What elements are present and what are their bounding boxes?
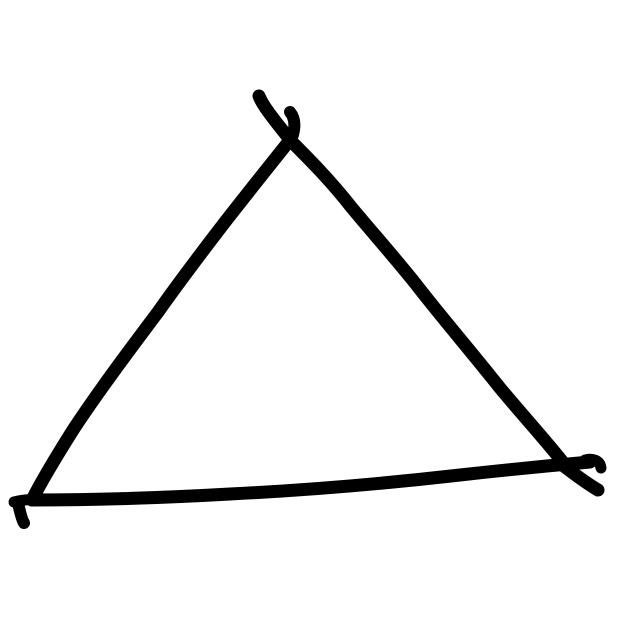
bottom-left-joint <box>8 494 44 508</box>
bottom-right-knob <box>579 453 607 474</box>
top-knob <box>284 106 301 144</box>
triangle-strokes <box>8 89 607 529</box>
triangle-bottom-edge <box>25 455 597 507</box>
triangle-left-edge <box>25 133 297 507</box>
bottom-right-overshoot <box>553 456 605 497</box>
triangle-right-edge <box>283 133 572 472</box>
